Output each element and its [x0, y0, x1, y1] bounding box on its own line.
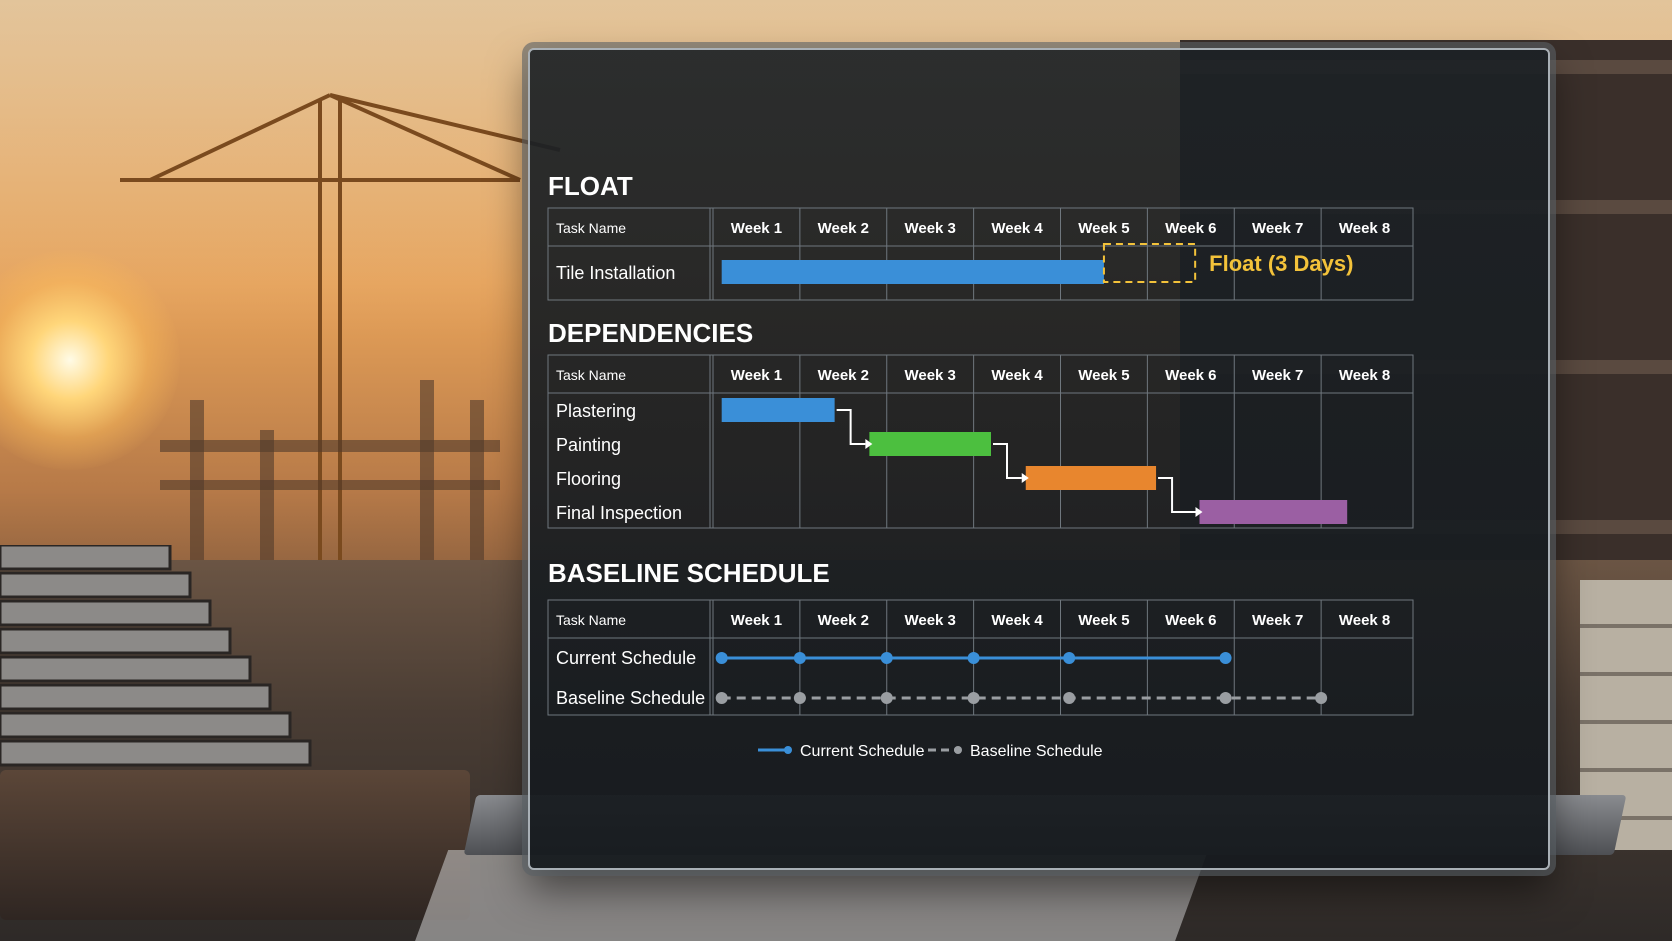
dependency-connector [836, 409, 866, 445]
table-frame [547, 354, 1414, 529]
week-label: Week 4 [991, 220, 1043, 237]
week-label: Week 6 [1165, 220, 1216, 237]
task-name-header: Task Name [556, 220, 626, 236]
series-point [793, 692, 806, 704]
section-title: BASELINE SCHEDULE [548, 558, 830, 588]
task-name-header: Task Name [556, 367, 626, 383]
week-label: Week 1 [731, 367, 782, 384]
task-label: Flooring [556, 469, 621, 489]
task-label: Plastering [556, 401, 636, 421]
week-label: Week 7 [1252, 367, 1303, 384]
float-box [1102, 243, 1197, 283]
task-bar-plastering [721, 398, 835, 422]
week-label: Week 2 [818, 367, 869, 384]
week-label: Week 4 [991, 367, 1043, 384]
week-label: Week 5 [1078, 612, 1129, 629]
week-label: Week 3 [904, 367, 955, 384]
sun [0, 250, 180, 470]
week-label: Week 2 [818, 612, 869, 629]
week-label: Week 1 [731, 612, 782, 629]
task-label: Final Inspection [556, 503, 682, 523]
task-bar-tile-installation [721, 260, 1104, 284]
schedule-display-board: FLOAT Week 1 Week 2 Week 3 Week 4 Week 5 Week … [528, 48, 1550, 870]
task-label: Painting [556, 435, 621, 455]
dependencies-section: DEPENDENCIES Week 1 Week 2 Week 3 Week 4 Week… [547, 318, 1414, 529]
week-label: Week 7 [1252, 612, 1303, 629]
week-label: Week 2 [818, 220, 869, 237]
legend-label: Current Schedule [800, 743, 925, 760]
task-bar-painting [869, 432, 991, 456]
steel-pipes-stack [0, 545, 312, 767]
week-label: Week 4 [991, 612, 1043, 629]
float-label: Float (3 Days) [1209, 251, 1353, 276]
series-point [1219, 692, 1232, 704]
series-point [793, 652, 806, 664]
dependency-connector [1158, 477, 1196, 513]
series-row-label: Current Schedule [556, 648, 696, 668]
week-label: Week 5 [1078, 367, 1129, 384]
series-point [1315, 692, 1328, 704]
dependency-connector [993, 443, 1022, 479]
section-title: FLOAT [548, 171, 633, 201]
schedule-charts: FLOAT Week 1 Week 2 Week 3 Week 4 Week 5 Week … [547, 171, 1414, 760]
week-label: Week 3 [904, 220, 955, 237]
legend-marker [954, 746, 962, 754]
week-label: Week 3 [904, 612, 955, 629]
series-point [880, 652, 893, 664]
series-point [967, 652, 980, 664]
task-bar-final-inspection [1199, 500, 1348, 524]
week-label: Week 8 [1339, 612, 1390, 629]
dependency-arrowhead [865, 439, 873, 449]
series-point [1063, 692, 1076, 704]
task-bar-flooring [1025, 466, 1157, 490]
dependency-arrowhead [1021, 473, 1029, 483]
tower-crane [120, 93, 561, 560]
series-row-label: Baseline Schedule [556, 688, 705, 708]
baseline-schedule-section: BASELINE SCHEDULE Week 1 Week 2 Week 3 Week … [547, 558, 1414, 760]
week-label: Week 6 [1165, 367, 1216, 384]
series-point [715, 692, 728, 704]
table-frame [547, 599, 1414, 716]
dependency-arrowhead [1195, 507, 1203, 517]
series-point [880, 692, 893, 704]
distant-structures [160, 380, 500, 570]
week-label: Week 6 [1165, 612, 1216, 629]
legend-label: Baseline Schedule [970, 743, 1103, 760]
table-frame [547, 207, 1414, 301]
week-label: Week 8 [1339, 220, 1390, 237]
week-label: Week 5 [1078, 220, 1129, 237]
series-point [1063, 652, 1076, 664]
task-label: Tile Installation [556, 263, 675, 283]
legend-marker [784, 746, 792, 754]
notebook [0, 770, 470, 920]
task-name-header: Task Name [556, 612, 626, 628]
week-label: Week 1 [731, 220, 782, 237]
series-point [1219, 652, 1232, 664]
section-title: DEPENDENCIES [548, 318, 753, 348]
week-label: Week 7 [1252, 220, 1303, 237]
series-point [715, 652, 728, 664]
float-section: FLOAT Week 1 Week 2 Week 3 Week 4 Week 5 Week … [547, 171, 1414, 301]
series-point [967, 692, 980, 704]
week-label: Week 8 [1339, 367, 1390, 384]
